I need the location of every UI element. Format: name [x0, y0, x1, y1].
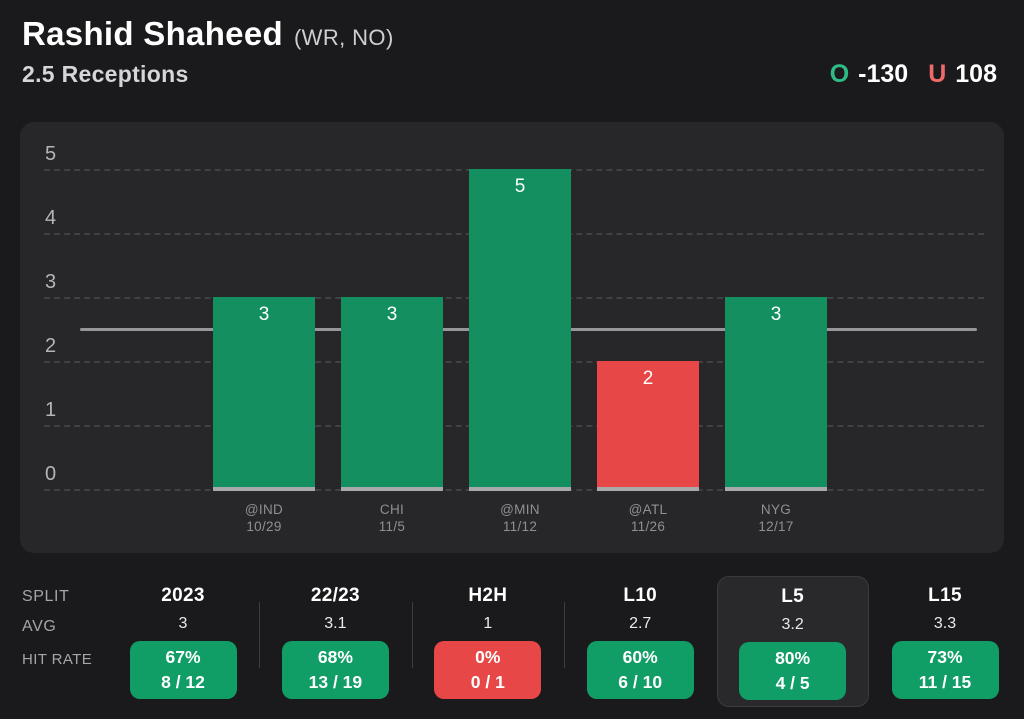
prop-row: 2.5 Receptions O -130 U 108 [22, 60, 997, 89]
opponent-label: CHI [379, 502, 405, 517]
over-odds-value: -130 [858, 60, 909, 88]
y-axis-tick: 0 [45, 463, 57, 485]
under-icon: U [928, 60, 947, 88]
bar-value-label: 3 [770, 304, 782, 325]
opponent-label: @MIN [500, 502, 540, 517]
hit-rate-fraction: 0 / 1 [470, 672, 505, 692]
over-icon: O [829, 60, 850, 88]
y-axis-tick: 2 [45, 335, 57, 357]
hit-rate-badge: 68% 13 / 19 [281, 641, 389, 699]
split-avg-value: 1 [483, 615, 493, 632]
bar-baseline [597, 487, 699, 491]
split-column-22-23[interactable]: 22/23 3.1 68% 13 / 19 [259, 576, 411, 707]
bar-baseline [469, 487, 571, 491]
split-header: 22/23 [310, 585, 360, 606]
hit-rate-row-label: HIT RATE [22, 651, 93, 668]
opponent-label: @IND [244, 502, 284, 517]
game-date-label: 11/26 [630, 519, 666, 534]
split-avg-value: 3.2 [781, 616, 804, 633]
under-odds-value: 108 [955, 60, 997, 88]
opponent-label: @ATL [628, 502, 668, 517]
title-row: Rashid Shaheed (WR, NO) [22, 14, 997, 54]
chart-bar[interactable] [725, 297, 827, 491]
split-column-h2h[interactable]: H2H 1 0% 0 / 1 [412, 576, 564, 707]
hit-rate-badge: 67% 8 / 12 [129, 641, 237, 699]
hit-rate-badge: 0% 0 / 1 [434, 641, 542, 699]
bar-value-label: 3 [258, 304, 270, 325]
split-header: L5 [781, 586, 804, 607]
split-header: L10 [623, 585, 657, 606]
under-odds-button[interactable]: U 108 [928, 60, 997, 89]
hit-rate-fraction: 13 / 19 [308, 672, 363, 692]
y-axis-tick: 1 [45, 399, 57, 421]
chart-bar[interactable] [213, 297, 315, 491]
split-avg-value: 3 [178, 615, 188, 632]
hit-rate-percent: 0% [475, 647, 501, 667]
split-column-2023[interactable]: 2023 3 67% 8 / 12 [107, 576, 259, 707]
chart-bar[interactable] [341, 297, 443, 491]
x-axis-tick: @ATL 11/26 [584, 501, 712, 535]
hit-rate-percent: 80% [775, 648, 811, 668]
receptions-bar-chart: 0 1 2 3 4 5 3 @IND 10/29 3 CHI 11/5 5 @MIN 11/12 2 @ATL 1… [20, 122, 1004, 553]
split-header: 2023 [161, 585, 205, 606]
hit-rate-fraction: 4 / 5 [775, 673, 810, 693]
x-axis-tick: @MIN 11/12 [456, 501, 584, 535]
avg-row-label: AVG [22, 618, 57, 635]
bar-baseline [213, 487, 315, 491]
split-row-label: SPLIT [22, 588, 70, 605]
chart-bar[interactable] [469, 169, 571, 491]
x-axis-tick: CHI 11/5 [328, 501, 456, 535]
hit-rate-percent: 73% [927, 647, 963, 667]
split-column-l15[interactable]: L15 3.3 73% 11 / 15 [869, 576, 1021, 707]
player-header: Rashid Shaheed (WR, NO) 2.5 Receptions O… [22, 14, 997, 89]
split-avg-value: 2.7 [629, 615, 652, 632]
hit-rate-fraction: 8 / 12 [161, 672, 205, 692]
column-divider [564, 602, 565, 668]
game-date-label: 12/17 [758, 519, 794, 534]
player-position-team: (WR, NO) [293, 25, 394, 50]
hit-rate-percent: 60% [622, 647, 658, 667]
column-divider [411, 602, 413, 668]
bar-value-label: 3 [386, 304, 398, 325]
column-divider [259, 602, 261, 668]
prop-line-label: 2.5 Receptions [22, 61, 189, 87]
hit-rate-percent: 68% [317, 647, 353, 667]
opponent-label: NYG [760, 502, 792, 517]
game-date-label: 10/29 [246, 519, 282, 534]
y-axis-tick: 3 [45, 271, 57, 293]
player-name: Rashid Shaheed [22, 15, 283, 52]
odds-group: O -130 U 108 [830, 60, 997, 89]
hit-rate-percent: 67% [165, 647, 201, 667]
hit-rate-badge: 60% 6 / 10 [586, 641, 694, 699]
y-axis-tick: 5 [45, 143, 57, 165]
split-avg-value: 3.1 [324, 615, 347, 632]
bar-baseline [725, 487, 827, 491]
bar-baseline [341, 487, 443, 491]
split-column-l10[interactable]: L10 2.7 60% 6 / 10 [564, 576, 716, 707]
hit-rate-badge: 73% 11 / 15 [891, 641, 999, 699]
split-header: L15 [928, 585, 962, 606]
bar-value-label: 5 [514, 176, 526, 197]
bar-value-label: 2 [642, 368, 654, 389]
split-avg-value: 3.3 [933, 615, 957, 632]
hit-rate-fraction: 6 / 10 [618, 672, 663, 692]
split-header: H2H [468, 585, 508, 606]
game-date-label: 11/5 [378, 519, 406, 534]
split-column-l5[interactable]: L5 3.2 80% 4 / 5 [716, 576, 869, 707]
hit-rate-fraction: 11 / 15 [918, 672, 972, 692]
over-odds-button[interactable]: O -130 [830, 60, 909, 89]
hit-rate-badge: 80% 4 / 5 [739, 642, 847, 700]
game-date-label: 11/12 [502, 519, 538, 534]
x-axis-tick: @IND 10/29 [200, 501, 328, 535]
chart-bar[interactable] [597, 361, 699, 491]
y-axis-tick: 4 [45, 207, 57, 229]
x-axis-tick: NYG 12/17 [712, 501, 840, 535]
